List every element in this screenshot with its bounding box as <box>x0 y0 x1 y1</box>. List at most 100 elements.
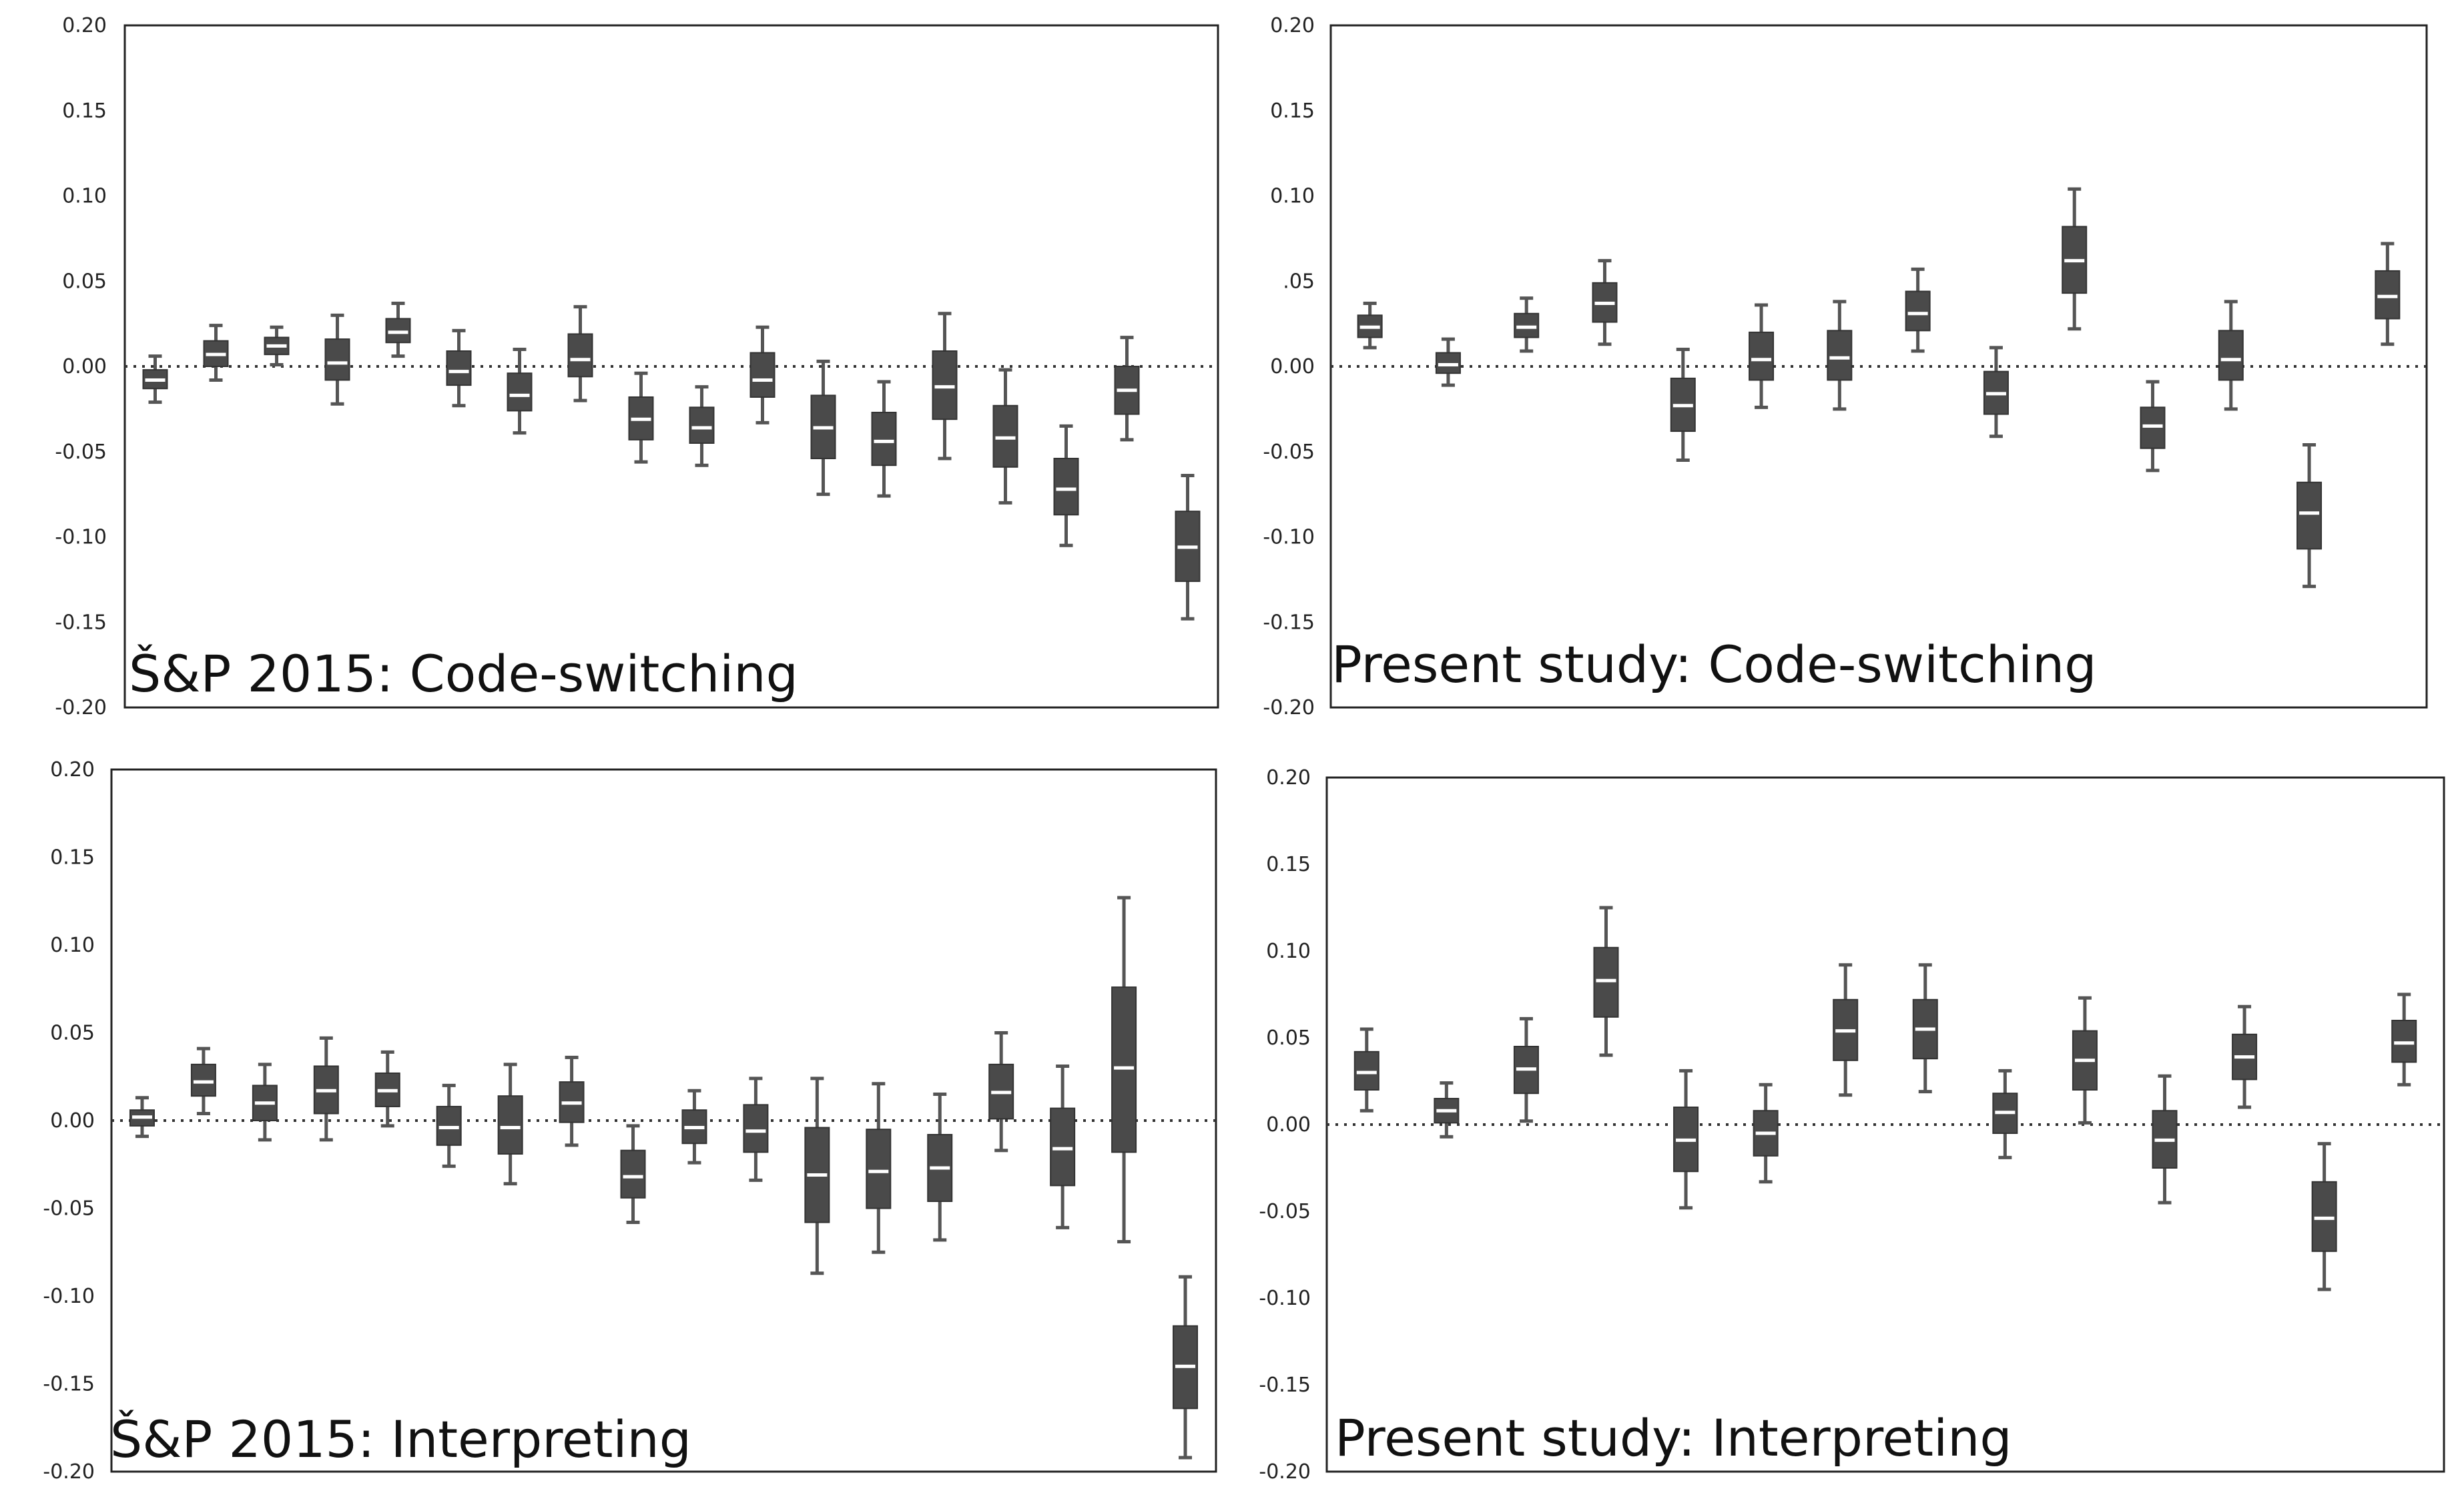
box-plot-8 <box>567 305 593 402</box>
box-plot-2 <box>1435 337 1461 387</box>
iqr-box <box>497 1095 523 1155</box>
box-plot-2 <box>190 1046 216 1115</box>
y-tick-label: 0.10 <box>62 185 107 208</box>
box-plot-12 <box>804 1077 830 1275</box>
box-plot-14 <box>2375 242 2401 346</box>
box-plot-3 <box>252 1063 278 1142</box>
box-plot-16 <box>1053 424 1079 547</box>
box-plot-10 <box>2072 996 2098 1125</box>
y-tick-label: -0.10 <box>1259 1287 1311 1310</box>
box-plot-18 <box>1173 1275 1199 1460</box>
box-plot-5 <box>385 301 411 358</box>
box-plot-4 <box>1593 906 1619 1057</box>
iqr-box <box>1053 457 1079 516</box>
box-plot-16 <box>1050 1064 1076 1229</box>
y-tick-label: 0.00 <box>50 1109 95 1133</box>
iqr-box <box>507 372 533 412</box>
iqr-box <box>689 406 715 444</box>
iqr-box <box>932 350 958 420</box>
box-plot-4 <box>313 1036 339 1142</box>
box-plot-5 <box>374 1050 400 1128</box>
chart-panel-sp2015-interpreting: 0.20 0.15 0.10 0.05 0.00 -0.05 -0.10 -0.15 -0.20… <box>43 758 1217 1484</box>
y-tick-label: 0.00 <box>62 355 107 378</box>
y-tick-label: -0.05 <box>43 1197 95 1221</box>
iqr-box <box>1514 312 1540 338</box>
y-tick-label: -0.15 <box>1259 1374 1311 1397</box>
chart-panel-sp2015-code-switching: 0.20 0.15 0.10 0.05 0.00 -0.05 -0.10 -0.15 -0.20… <box>55 14 1219 719</box>
iqr-box <box>749 352 776 398</box>
iqr-box <box>1353 1050 1379 1091</box>
box-plot-10 <box>681 1089 707 1165</box>
y-tick-label: 0.15 <box>1266 853 1311 876</box>
box-plot-6 <box>1749 303 1775 409</box>
box-plot-8 <box>1912 963 1938 1094</box>
y-tick-label: -0.15 <box>55 611 107 634</box>
iqr-box <box>1435 352 1461 374</box>
iqr-box <box>1593 946 1619 1018</box>
box-plot-7 <box>1827 300 1853 411</box>
box-plot-7 <box>507 347 533 435</box>
box-plot-11 <box>2152 1074 2178 1205</box>
y-tick-label: 0.10 <box>50 934 95 957</box>
panel-title: Š&P 2015: Interpreting <box>110 1409 691 1469</box>
y-tick-label: -0.05 <box>1259 1200 1311 1223</box>
box-plot-11 <box>743 1077 769 1182</box>
y-tick-label: 0.05 <box>1266 1026 1311 1050</box>
box-plot-14 <box>927 1093 953 1242</box>
panel-title: Present study: Code-switching <box>1331 635 2096 694</box>
iqr-box <box>1111 986 1137 1153</box>
iqr-box <box>992 404 1018 468</box>
iqr-box <box>1050 1107 1076 1187</box>
box-plot-5 <box>1673 1069 1699 1210</box>
iqr-box <box>567 333 593 378</box>
y-tick-label: 0.20 <box>62 14 107 37</box>
iqr-box <box>2218 330 2244 381</box>
box-plot-3 <box>264 325 290 366</box>
y-tick-label: 0.20 <box>50 758 95 782</box>
y-tick-label: -0.10 <box>55 526 107 549</box>
box-plot-10 <box>2062 187 2088 331</box>
box-plot-14 <box>932 312 958 461</box>
box-plot-3 <box>1513 1016 1539 1123</box>
iqr-box <box>385 318 411 344</box>
iqr-box <box>2375 270 2401 320</box>
box-plot-12 <box>2232 1004 2258 1109</box>
box-plot-12 <box>2218 300 2244 411</box>
box-plot-2 <box>203 324 229 382</box>
y-tick-label: -0.15 <box>1263 611 1315 634</box>
box-plot-13 <box>2311 1142 2337 1291</box>
y-tick-label: -0.20 <box>55 696 107 719</box>
iqr-box <box>866 1129 892 1209</box>
box-plot-1 <box>1357 301 1383 350</box>
box-plot-6 <box>436 1083 462 1168</box>
y-tick-label: 0.20 <box>1270 14 1315 37</box>
y-tick-label: 0.10 <box>1270 185 1315 208</box>
y-tick-label: 0.00 <box>1266 1113 1311 1137</box>
box-plot-1 <box>1353 1027 1379 1113</box>
y-tick-label: .05 <box>1283 270 1315 293</box>
y-tick-label: 0.15 <box>50 846 95 870</box>
box-plot-11 <box>749 325 776 424</box>
box-plot-8 <box>559 1055 585 1147</box>
box-plot-9 <box>1992 1069 2018 1159</box>
box-plot-7 <box>1833 963 1859 1097</box>
y-tick-label: -0.20 <box>1259 1460 1311 1484</box>
y-tick-label: 0.15 <box>62 99 107 123</box>
iqr-box <box>2391 1020 2417 1063</box>
panel-title: Š&P 2015: Code-switching <box>129 643 798 703</box>
box-plot-11 <box>2140 380 2166 473</box>
box-plot-13 <box>866 1082 892 1254</box>
box-plot-17 <box>1114 336 1140 442</box>
box-plot-13 <box>2296 443 2323 589</box>
iqr-box <box>324 338 350 381</box>
box-plot-1 <box>142 354 168 404</box>
box-plot-7 <box>497 1063 523 1186</box>
y-tick-label: -0.15 <box>43 1373 95 1396</box>
y-tick-label: -0.20 <box>43 1460 95 1484</box>
box-plot-1 <box>129 1096 155 1139</box>
box-plot-10 <box>689 385 715 467</box>
iqr-box <box>871 411 897 467</box>
y-tick-label: 0.10 <box>1266 940 1311 963</box>
box-plot-6 <box>446 328 472 408</box>
box-plot-4 <box>324 313 350 406</box>
